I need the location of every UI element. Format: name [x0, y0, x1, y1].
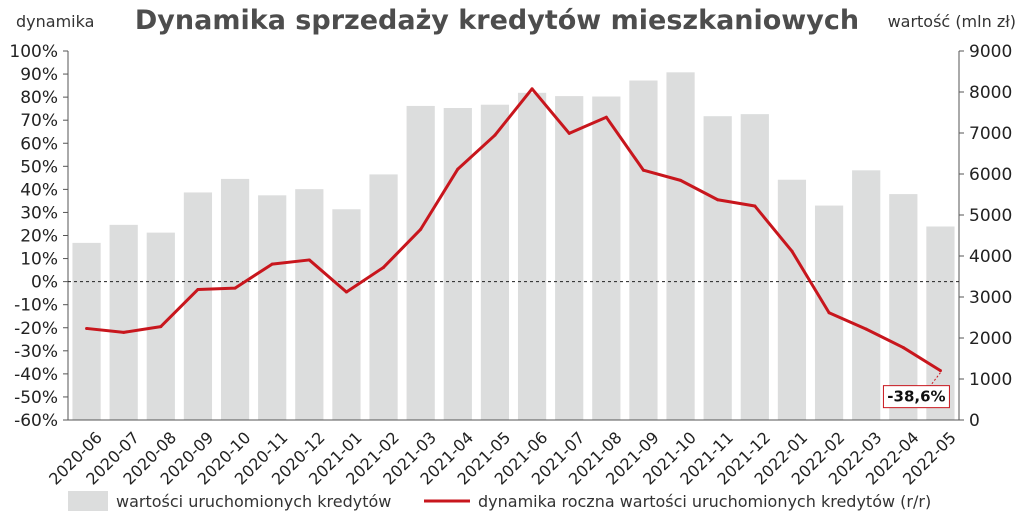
right-tick-label: 2000: [969, 329, 1012, 349]
legend-swatch-bars: [68, 491, 108, 511]
bar: [555, 96, 584, 420]
chart-title: Dynamika sprzedaży kredytów mieszkaniowy…: [135, 5, 859, 36]
left-tick-label: 80%: [20, 88, 58, 108]
line-point: [530, 87, 534, 91]
bar: [109, 224, 138, 420]
bar: [740, 114, 769, 420]
line-point: [122, 330, 126, 334]
left-tick-label: -30%: [14, 342, 58, 362]
right-tick-label: 4000: [969, 247, 1012, 267]
left-tick-label: 40%: [20, 180, 58, 200]
line-point: [233, 286, 237, 290]
left-tick-label: 60%: [20, 134, 58, 154]
callout-label: -38,6%: [887, 388, 945, 406]
bar: [703, 116, 732, 420]
bar: [183, 192, 213, 420]
axes: [63, 50, 964, 421]
line-point: [716, 198, 720, 202]
left-axis-title: dynamika: [16, 12, 94, 31]
line-point: [641, 168, 645, 172]
callout-box: [882, 385, 950, 409]
line-point: [827, 311, 831, 315]
line-point: [604, 115, 608, 119]
right-tick-label: 3000: [969, 288, 1012, 308]
left-tick-label: 90%: [20, 65, 58, 85]
legend-label-line: dynamika roczna wartości uruchomionych k…: [478, 492, 931, 511]
value-callout: -38,6%: [882, 372, 950, 409]
legend-label-bars: wartości uruchomionych kredytów: [116, 492, 391, 511]
line-point: [196, 287, 200, 291]
bar-series: [72, 72, 955, 421]
left-tick-label: 0%: [31, 273, 58, 293]
line-point: [456, 167, 460, 171]
left-tick-label: -50%: [14, 388, 58, 408]
right-tick-label: 6000: [969, 165, 1012, 185]
bar: [852, 170, 881, 420]
line-path: [86, 87, 942, 372]
bar: [72, 242, 101, 420]
line-point: [864, 327, 868, 331]
line-point: [679, 178, 683, 182]
bar: [295, 189, 324, 420]
left-tick-label: 100%: [9, 42, 58, 62]
left-tick-label: -20%: [14, 319, 58, 339]
right-tick-label: 7000: [969, 124, 1012, 144]
legend: wartości uruchomionych kredytów dynamika …: [68, 491, 931, 511]
line-point: [938, 369, 942, 373]
right-axis-title: wartość (mln zł): [888, 12, 1016, 31]
left-tick-label: 70%: [20, 111, 58, 131]
left-tick-label: 50%: [20, 157, 58, 177]
bar: [332, 209, 361, 420]
right-tick-label: 8000: [969, 83, 1012, 103]
right-tick-label: 1000: [969, 370, 1012, 390]
line-point: [493, 133, 497, 137]
bar: [517, 92, 547, 420]
bar: [258, 195, 287, 420]
line-point: [901, 346, 905, 350]
left-tick-label: -60%: [14, 411, 58, 431]
bar: [220, 178, 250, 420]
bar: [592, 96, 621, 420]
left-tick-label: 20%: [20, 227, 58, 247]
left-tick-label: 30%: [20, 203, 58, 223]
right-tick-label: 5000: [969, 206, 1012, 226]
bar: [629, 80, 658, 421]
line-point: [270, 262, 274, 266]
line-point: [85, 326, 89, 330]
line-point: [567, 131, 571, 135]
bar: [777, 179, 807, 420]
bar: [666, 72, 695, 420]
bar: [480, 104, 510, 421]
right-tick-label: 9000: [969, 42, 1012, 62]
line-series: [85, 87, 942, 373]
left-tick-label: 10%: [20, 250, 58, 270]
line-point: [753, 204, 757, 208]
line-point: [419, 227, 423, 231]
left-tick-label: -40%: [14, 365, 58, 385]
bar: [369, 174, 398, 420]
line-point: [159, 325, 163, 329]
line-point: [307, 258, 311, 262]
line-point: [382, 265, 386, 269]
right-tick-label: 0: [969, 411, 980, 431]
callout-leader: [930, 372, 941, 386]
bar: [406, 105, 435, 420]
bar: [443, 107, 472, 421]
line-point: [344, 290, 348, 294]
line-point: [790, 249, 794, 253]
left-tick-label: -10%: [14, 296, 58, 316]
bar: [889, 194, 918, 420]
